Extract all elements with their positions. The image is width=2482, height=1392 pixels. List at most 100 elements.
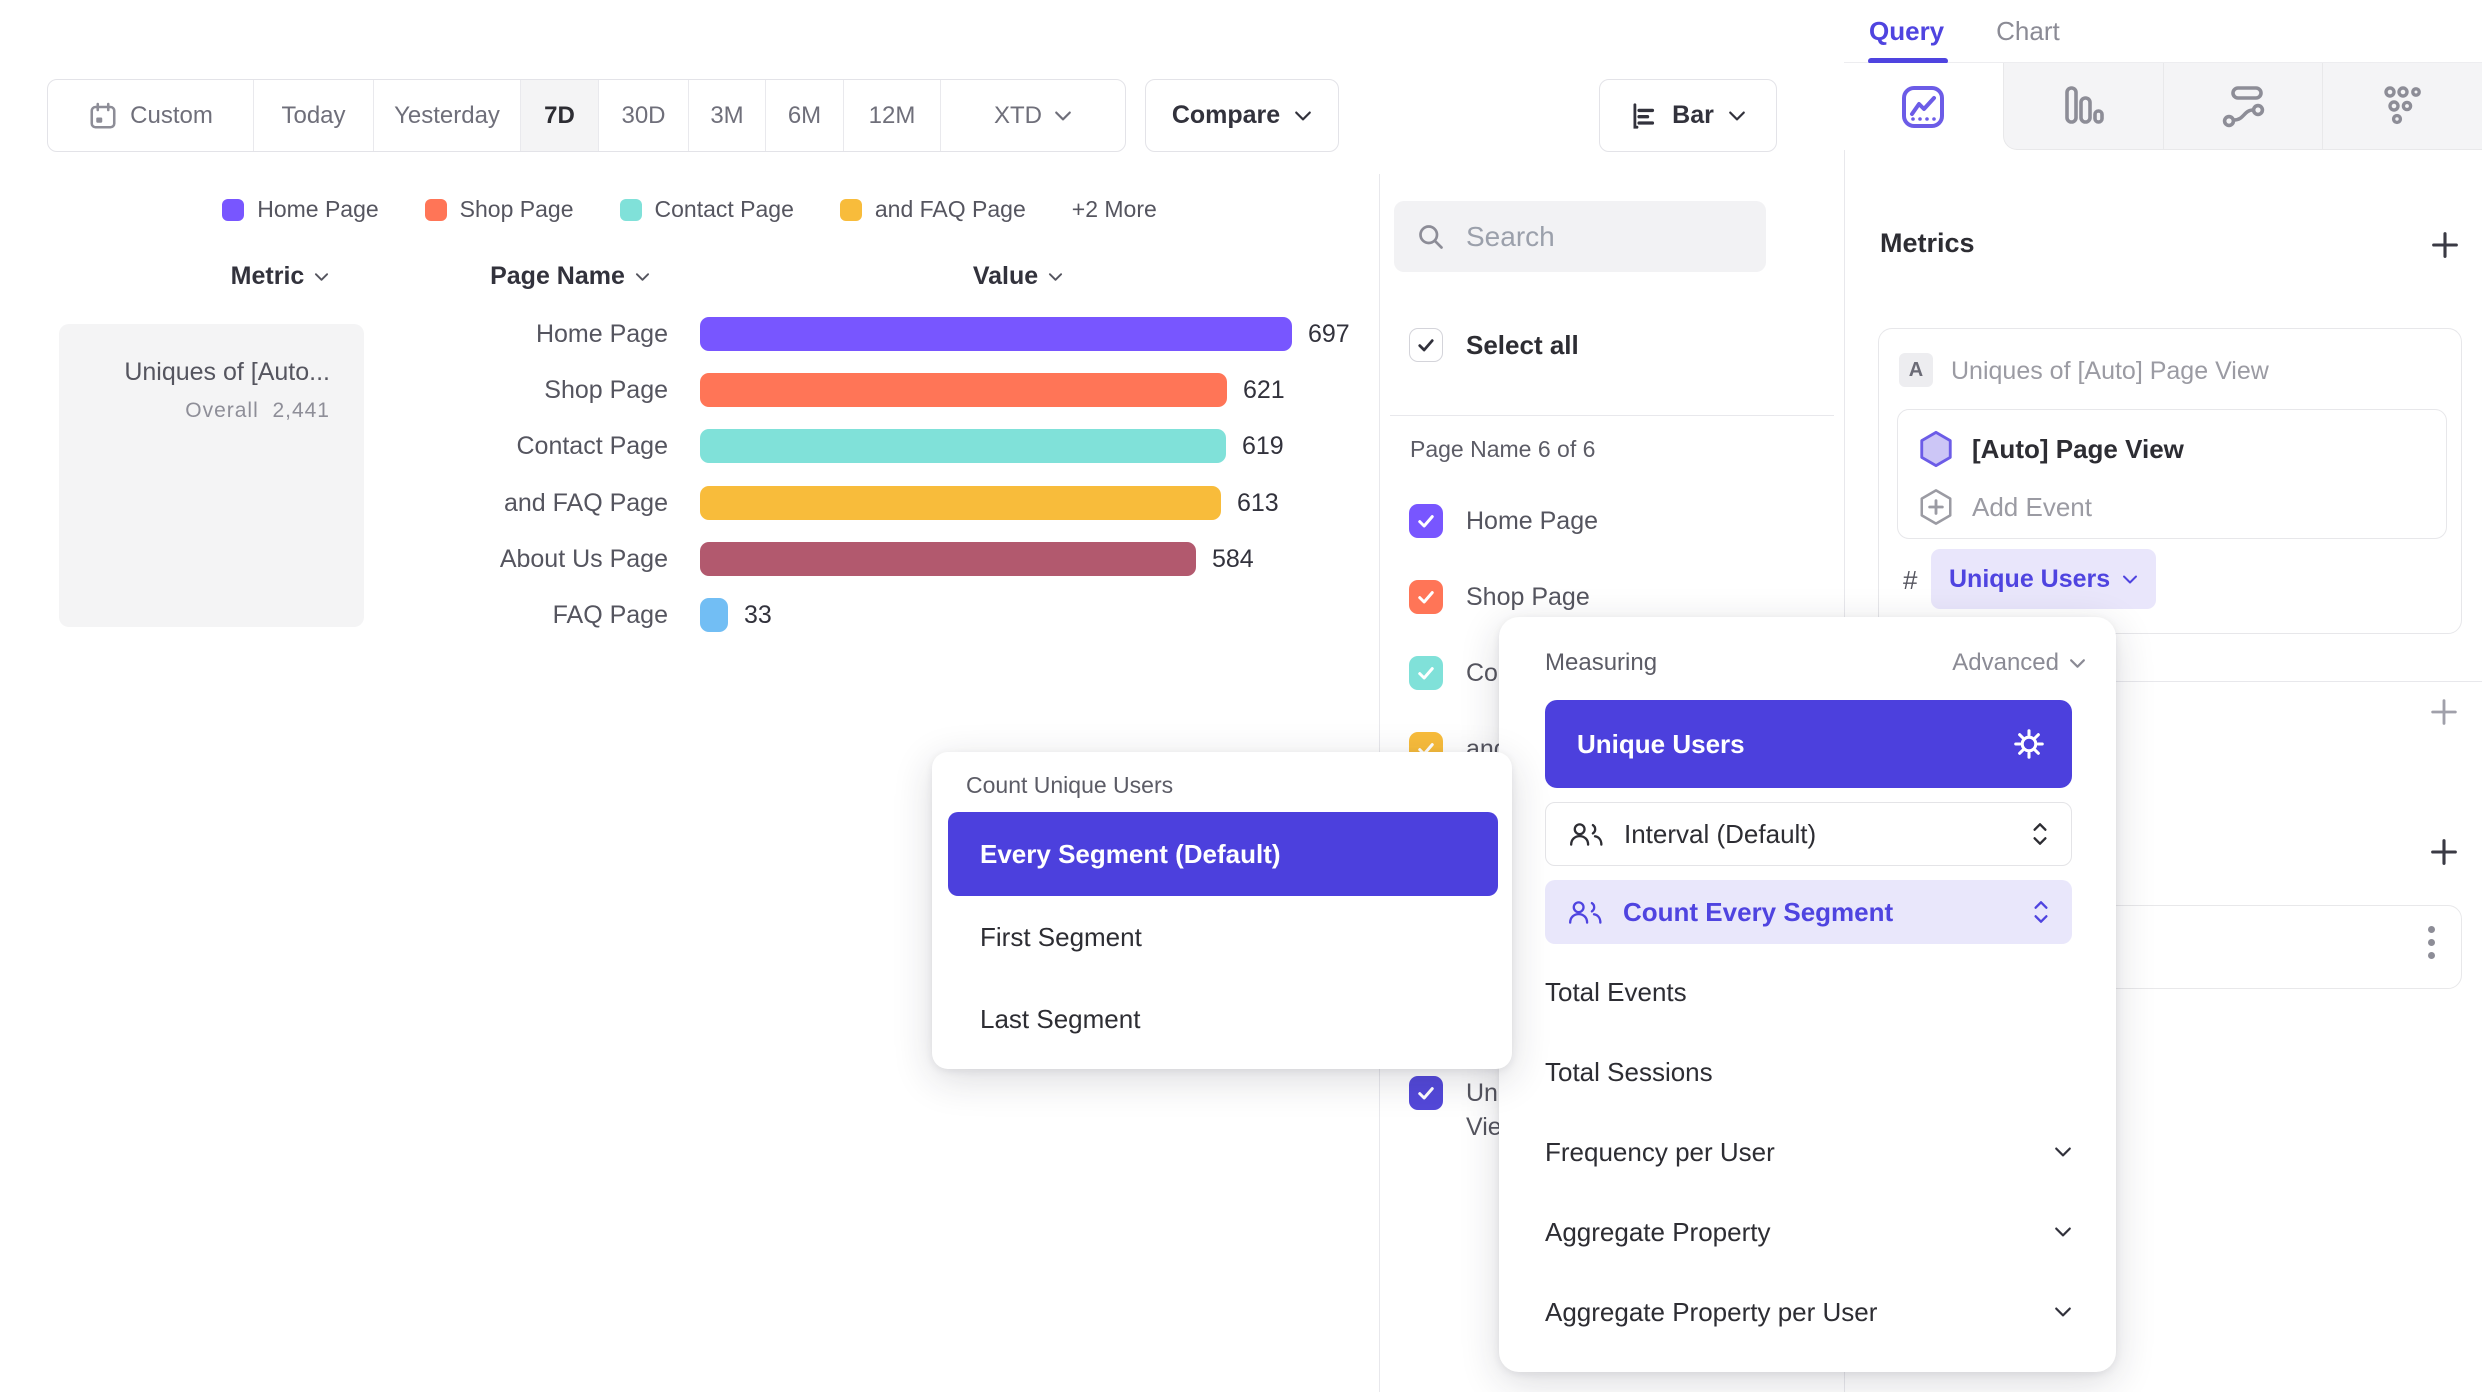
date-range-3m[interactable]: 3M [689,80,766,151]
option-last-segment[interactable]: Last Segment [980,1004,1141,1034]
report-type-tabs [1844,63,2482,150]
date-range-12m[interactable]: 12M [844,80,941,151]
segment-checkbox[interactable] [1409,656,1443,690]
date-range-30d[interactable]: 30D [599,80,689,151]
search-input[interactable]: Search [1394,201,1766,272]
event-row[interactable]: [Auto] Page View [1918,430,2184,468]
date-range-6m[interactable]: 6M [766,80,844,151]
option-every-segment-default[interactable]: Every Segment (Default) [948,812,1498,896]
date-range-yesterday[interactable]: Yesterday [374,80,521,151]
metric-summary-card[interactable]: Uniques of [Auto... Overall 2,441 [59,324,364,627]
flows-icon [2222,86,2265,128]
legend-more[interactable]: +2 More [1071,196,1157,222]
segment-row-home-page[interactable]: Home Page [1409,504,1598,538]
dots-grid-icon [2383,86,2421,125]
check-icon [1418,667,1434,680]
date-range-today[interactable]: Today [254,80,374,151]
horizontal-bar-chart-icon [1633,102,1655,129]
bar-value: 697 [1308,319,1350,348]
option-interval-default[interactable]: Interval (Default) [1545,802,2072,866]
measuring-popup: Measuring Advanced Unique Users [1499,617,2116,1372]
segment-checkbox[interactable] [1409,504,1443,538]
option-frequency-per-user[interactable]: Frequency per User [1545,1127,2072,1177]
option-total-sessions[interactable]: Total Sessions [1545,1056,1713,1087]
measuring-popup-title: Measuring [1545,649,1658,676]
unfold-icon [2033,823,2047,845]
option-aggregate-property[interactable]: Aggregate Property [1545,1207,2072,1257]
date-range-xtd[interactable]: XTD [941,80,1125,151]
chevron-down-icon [2070,658,2085,668]
bar-faq-page[interactable] [700,598,728,632]
select-all-row[interactable]: Select all [1409,328,1579,362]
report-type-retention[interactable] [2322,63,2482,150]
add-breakdown-button[interactable] [2427,835,2461,869]
column-header-metric[interactable]: Metric [160,262,400,291]
option-first-segment[interactable]: First Segment [980,922,1142,952]
legend-item[interactable]: Shop Page [424,196,574,223]
chevron-down-icon [315,272,329,281]
select-all-checkbox[interactable] [1409,328,1443,362]
legend-swatch [222,198,245,221]
option-total-events[interactable]: Total Events [1545,976,1687,1007]
legend-swatch [424,198,447,221]
search-icon [1419,224,1443,249]
legend-item[interactable]: and FAQ Page [839,196,1026,223]
bar-and-faq-page[interactable] [700,486,1221,520]
bar-contact-page[interactable] [700,429,1226,463]
tab-query[interactable]: Query [1869,15,1945,46]
unfold-icon [2034,901,2048,923]
date-range-toolbar: Custom Today Yesterday 7D 30D 3M 6M 12M … [47,79,1126,152]
check-icon [1418,591,1434,604]
date-range-label: Custom [130,101,213,129]
metric-definition-card[interactable]: A Uniques of [Auto] Page View [Auto] Pag… [1878,328,2462,634]
date-range-7d[interactable]: 7D [521,80,599,151]
advanced-dropdown[interactable]: Advanced [1952,649,2086,677]
event-hexagon-icon [1920,430,1952,468]
chart-row: Shop Page 621 [0,373,1285,407]
legend-item[interactable]: Contact Page [619,196,794,223]
metric-title: Uniques of [Auto... [124,358,330,386]
tab-chart[interactable]: Chart [1996,15,2060,46]
bar-shop-page[interactable] [700,373,1227,407]
people-icon [1569,901,1602,924]
segment-row-shop-page[interactable]: Shop Page [1409,580,1590,614]
date-range-custom[interactable]: Custom [48,80,254,151]
add-event-row[interactable]: Add Event [1918,488,2092,526]
chevron-down-icon [1728,111,1745,120]
report-type-funnels[interactable] [2002,63,2163,150]
chart-row: Home Page 697 [0,317,1350,351]
chart-type-selector[interactable]: Bar [1599,79,1777,152]
column-header-value[interactable]: Value [898,262,1138,291]
column-header-page-name[interactable]: Page Name [450,262,690,291]
option-aggregate-property-per-user[interactable]: Aggregate Property per User [1545,1287,2072,1337]
add-event-icon [1920,489,1952,525]
option-count-every-segment[interactable]: Count Every Segment [1545,880,2072,944]
metric-checkbox[interactable] [1409,1076,1443,1110]
legend-item[interactable]: Home Page [222,196,379,223]
chevron-down-icon [2055,1307,2071,1317]
option-unique-users-selected[interactable]: Unique Users [1545,700,2072,788]
filter-list-divider [1390,415,1834,416]
chevron-down-icon [2055,1147,2071,1157]
gear-icon[interactable] [2012,727,2046,761]
chart-row: and FAQ Page 613 [0,486,1279,520]
count-unique-users-popup: Count Unique Users Every Segment (Defaul… [932,752,1512,1069]
segment-checkbox[interactable] [1409,580,1443,614]
report-type-insights[interactable] [1844,63,2003,150]
add-metric-button[interactable] [2428,228,2462,262]
bar-about-us-page[interactable] [700,542,1196,576]
event-card: [Auto] Page View Add Event [1897,409,2447,539]
kebab-menu-icon[interactable] [2428,926,2435,959]
chevron-down-icon [1295,111,1312,120]
calendar-icon [90,102,116,129]
report-type-flows[interactable] [2162,63,2323,150]
compare-button[interactable]: Compare [1145,79,1339,152]
measurement-dropdown[interactable]: Unique Users [1931,549,2157,609]
bar-value: 584 [1212,544,1254,573]
add-filter-button[interactable] [2427,695,2461,729]
bar-value: 621 [1243,375,1285,404]
metric-letter-badge: A [1899,353,1933,387]
hash-symbol: # [1903,565,1918,595]
bar-home-page[interactable] [700,317,1292,351]
